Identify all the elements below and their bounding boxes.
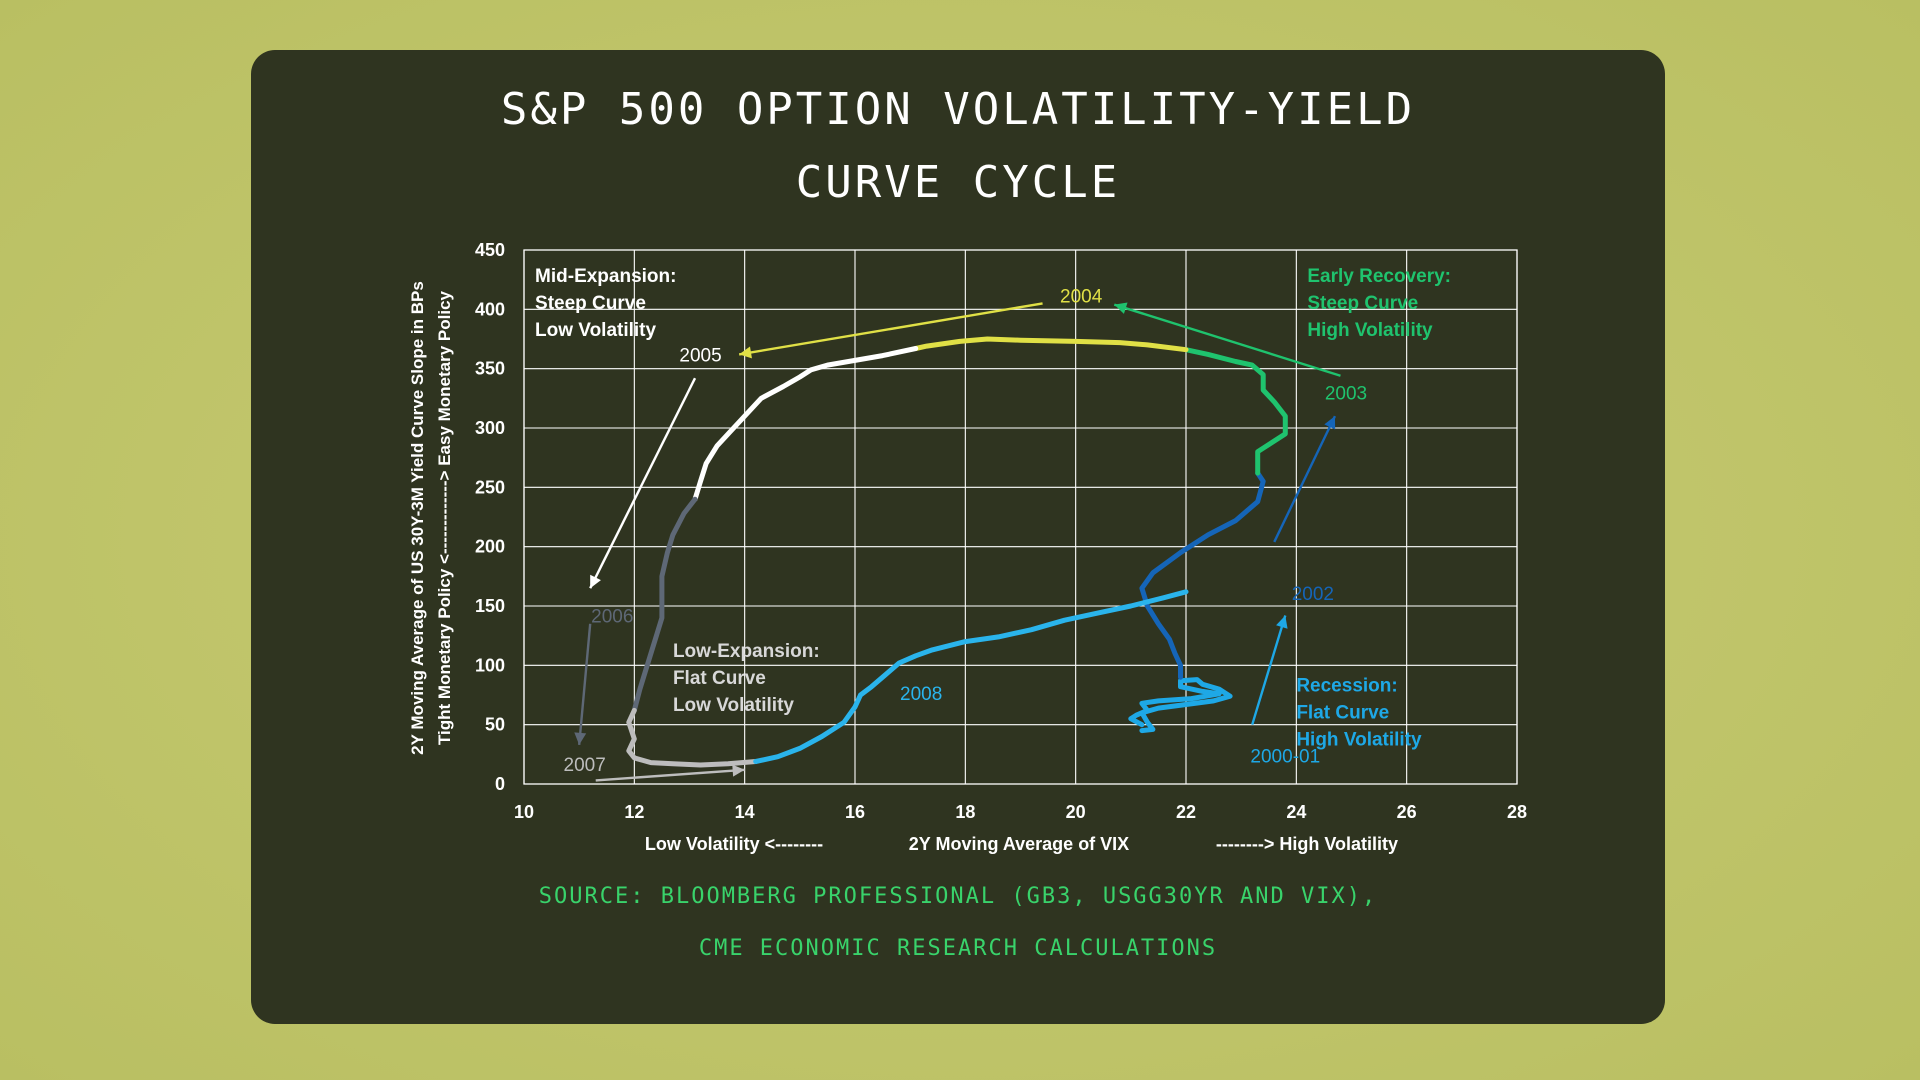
region-annotation-line: Steep Curve [535,293,646,314]
region-annotation-line: Flat Curve [673,668,766,689]
y-tick-label: 400 [475,299,505,319]
x-tick-label: 24 [1286,802,1306,822]
y-axis-label-line-2: Tight Monetary Policy <-------------> Ea… [435,290,454,745]
y-tick-label: 450 [475,240,505,260]
year-label-2008: 2008 [900,684,942,705]
year-label-2004: 2004 [1060,286,1103,307]
y-axis-label-line-1: 2Y Moving Average of US 30Y-3M Yield Cur… [408,281,427,755]
x-tick-label: 26 [1397,802,1417,822]
x-tick-label: 16 [845,802,865,822]
series-line-2004 [913,336,1189,353]
y-tick-label: 250 [475,477,505,497]
region-annotation-line: Steep Curve [1307,293,1418,314]
arrow-line [595,768,745,782]
arrow-head [1276,615,1288,629]
region-annotation-line: Low Volatility [673,695,794,716]
y-tick-label: 300 [475,418,505,438]
year-label-2007: 2007 [564,755,606,776]
x-tick-label: 22 [1176,802,1196,822]
arrow-line [1113,303,1341,377]
x-tick-label: 28 [1507,802,1527,822]
region-annotation-line: High Volatility [1296,730,1422,751]
series-line-2008 [753,589,1189,764]
source-line-2: CME ECONOMIC RESEARCH CALCULATIONS [698,936,1218,961]
region-annotation-line: High Volatility [1307,320,1433,341]
x-axis-label-right: --------> High Volatility [1216,834,1398,854]
source-line-1: SOURCE: BLOOMBERG PROFESSIONAL (GB3, USG… [538,884,1378,909]
series-line-2000-01 [1128,677,1233,734]
chart-labels: 2000-01 2002 2003 2004 2005 2006 2007 2008 Mid-E… [535,266,1451,776]
x-tick-label: 18 [955,802,975,822]
y-tick-label: 350 [475,359,505,379]
arrow-head [590,574,601,589]
y-tick-label: 0 [495,774,505,794]
region-annotation-line: Low Volatility [535,320,656,341]
series-line-2005 [692,346,919,502]
arrow-line [589,377,697,589]
arrow-head [1114,302,1128,314]
arrow-line [1251,615,1287,726]
chart-card: S&P 500 OPTION VOLATILITY-YIELD CURVE CY… [251,50,1665,1024]
x-tick-label: 10 [514,802,534,822]
arrow-line [577,623,592,745]
x-tick-label: 20 [1066,802,1086,822]
region-annotation-line: Recession: [1296,676,1397,697]
y-tick-label: 150 [475,596,505,616]
y-tick-label: 200 [475,537,505,557]
chart-title-line-2: CURVE CYCLE [795,157,1121,208]
chart-series [626,336,1288,768]
region-annotation-line: Low-Expansion: [673,641,820,662]
arrow-head [1324,416,1336,430]
arrow-line [1273,415,1337,543]
series-line-2006 [631,496,698,713]
x-tick-label: 12 [624,802,644,822]
x-tick-label: 14 [735,802,755,822]
arrow-head [732,764,745,777]
arrow-head [739,346,752,359]
series-line-2003 [1183,347,1288,476]
arrow-line [738,302,1043,356]
x-axis-label-left: Low Volatility <-------- [645,834,823,854]
year-label-2000-01: 2000-01 [1250,747,1320,768]
year-label-2002: 2002 [1292,584,1334,605]
y-tick-label: 50 [485,715,505,735]
year-label-2003: 2003 [1325,384,1367,405]
arrow-head [574,732,587,745]
region-annotation-line: Early Recovery: [1307,266,1451,287]
y-tick-label: 100 [475,655,505,675]
chart-arrows [574,302,1341,782]
region-annotation-line: Flat Curve [1296,703,1389,724]
axis-ticks: 10 12 14 16 18 20 22 24 26 28 0 50 100 150 200 250 300 35… [475,240,1527,822]
x-axis-label: 2Y Moving Average of VIX [909,834,1129,854]
series-line-2002 [1139,470,1266,680]
year-label-2006: 2006 [591,607,633,628]
region-annotation-line: Mid-Expansion: [535,266,676,287]
year-label-2005: 2005 [679,346,721,367]
series-line-2007 [626,707,759,768]
chart-title-line-1: S&P 500 OPTION VOLATILITY-YIELD [500,84,1416,135]
